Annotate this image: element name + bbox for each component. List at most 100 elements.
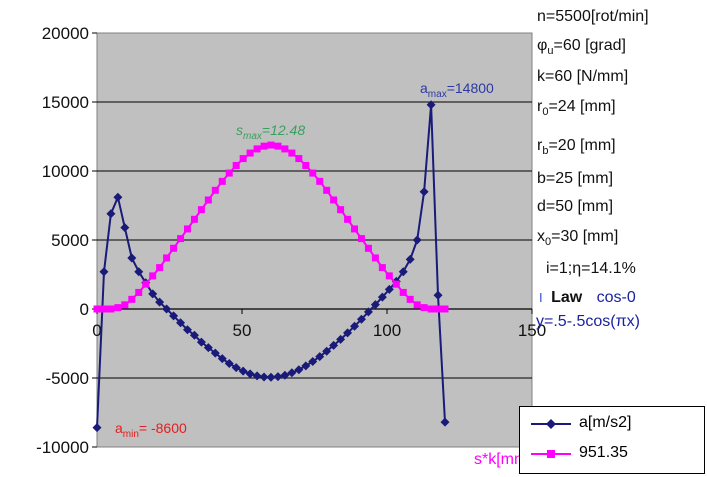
param-i-eta: i=1;η=14.1% [546,260,636,277]
data-point-s [274,142,282,150]
param-rb-sub: b [542,145,549,158]
data-point-a [224,359,234,369]
param-law-value: cos-0 [596,289,636,306]
data-point-a [92,423,102,433]
param-phi-rest: =60 [grad] [553,37,627,54]
param-x0-rest: =30 [mm] [551,228,619,245]
data-point-s [93,305,101,313]
data-point-a [280,370,290,380]
data-point-a [99,267,109,277]
data-point-a [162,304,172,314]
legend: a[m/s2] 951.35 [519,406,705,474]
annotation-amin-sub: min [122,428,139,440]
legend-marker-a [546,419,556,429]
annotation-amax-label: a [420,80,428,96]
data-point-a [245,369,255,379]
data-point-a [412,235,422,245]
data-point-s [295,155,303,163]
data-point-s [357,235,365,243]
data-point-s [420,304,428,312]
data-point-s [170,244,178,252]
data-point-a [106,209,116,219]
y-tick-label: 5000 [51,231,89,250]
data-point-s [378,264,386,272]
data-point-s [267,141,275,149]
data-point-a [148,289,158,299]
data-point-a [301,361,311,371]
annotation-smax-label: s [236,122,243,138]
data-point-s [337,206,345,214]
data-point-s [163,254,171,262]
annotation-amax: amax=14800 [420,80,494,100]
param-law-formula: y=.5-.5cos(πx) [536,313,640,330]
data-point-s [211,186,219,194]
param-k: k=60 [N/mm] [537,68,629,85]
data-point-a [384,284,394,294]
data-point-a [377,292,387,302]
data-point-s [434,305,442,313]
y-tick-label: 20000 [42,24,89,43]
data-point-a [155,297,165,307]
y-tick-label: 0 [80,300,89,319]
data-point-s [364,244,372,252]
data-point-a [259,372,269,382]
data-point-a [120,223,130,233]
param-law-label: Law [551,289,583,306]
data-point-s [190,215,198,223]
data-point-s [344,215,352,223]
data-point-a [266,372,276,382]
data-point-a [189,330,199,340]
data-point-s [156,264,164,272]
data-point-s [183,225,191,233]
data-point-s [204,196,212,204]
data-point-a [231,363,241,373]
y-tick-label: -5000 [46,369,89,388]
param-rb-main: r [537,137,543,154]
data-point-a [398,267,408,277]
data-point-s [316,177,324,185]
y-tick-label: 15000 [42,93,89,112]
data-point-s [371,254,379,262]
data-point-a [169,311,179,321]
annotation-smax-sub: max [243,130,262,142]
data-point-s [149,272,157,280]
annotation-amax-sub: max [427,88,447,100]
legend-label-a: a[m/s2] [579,414,632,431]
data-point-s [142,280,150,288]
data-point-a [336,334,346,344]
annotation-smax-value: =12.48 [261,122,306,138]
data-point-a [287,368,297,378]
data-point-a [196,337,206,347]
data-point-s [135,288,143,296]
data-point-a [113,192,123,202]
data-point-a [419,187,429,197]
data-point-a [370,300,380,310]
annotation-amin-value: = -8600 [138,420,187,436]
data-point-a [322,346,332,356]
param-phi: φu=60 [grad] [537,37,626,57]
data-point-s [330,196,338,204]
data-point-s [399,288,407,296]
param-r0: r0=24 [mm] [537,98,616,118]
data-point-a [356,314,366,324]
param-phi-symbol: φ [537,37,548,54]
data-point-a [433,290,443,300]
data-point-s [260,142,268,150]
x-tick-label: 100 [373,321,401,340]
data-point-s [114,304,122,312]
data-point-a [134,267,144,277]
data-point-s [197,206,205,214]
x-tick-label: 150 [518,321,546,340]
data-point-a [440,417,450,427]
data-point-a [210,348,220,358]
param-law-bar: I [539,290,543,305]
data-point-a [217,354,227,364]
y-tick-label: -10000 [36,438,89,457]
param-r0-sub: 0 [542,106,549,119]
legend-label-s: 951.35 [579,444,628,461]
data-point-a [405,254,415,264]
annotation-amax-value: =14800 [446,80,494,96]
data-point-s [253,145,261,153]
data-point-s [107,305,115,313]
